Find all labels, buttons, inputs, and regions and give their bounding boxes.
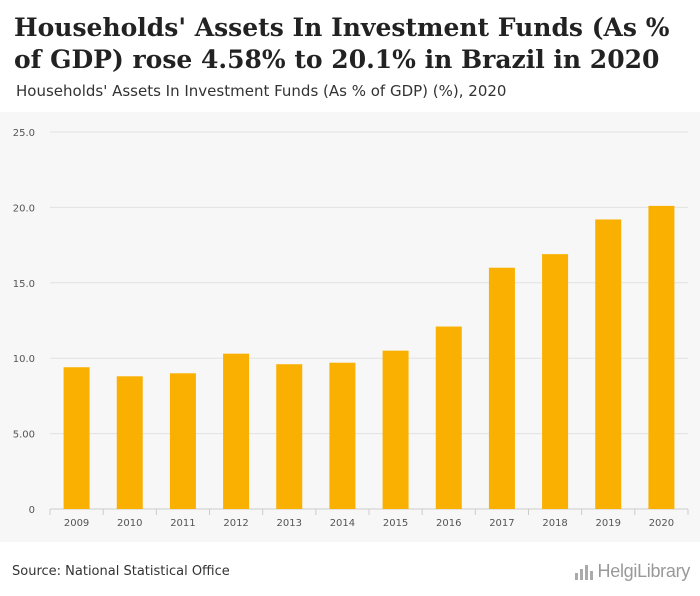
y-tick-label: 0: [29, 505, 35, 516]
x-tick-label: 2011: [170, 518, 195, 529]
x-tick-label: 2009: [64, 518, 89, 529]
y-tick-label: 10.0: [13, 354, 35, 365]
x-tick-label: 2010: [117, 518, 142, 529]
plot-area: 0 5.00 10.0 15.0 20.0 25.0 2009 2010 2011 2012 201…: [0, 112, 700, 542]
bar-2010: [116, 376, 143, 509]
x-tick-label: 2016: [436, 518, 461, 529]
chart-subtitle: Households' Assets In Investment Funds (…: [16, 82, 507, 100]
bar-2015: [382, 350, 409, 509]
bar-2011: [169, 373, 196, 509]
bar-2016: [435, 326, 462, 509]
x-tick-label: 2017: [489, 518, 514, 529]
source-note: Source: National Statistical Office: [12, 564, 230, 579]
helgi-library-logo[interactable]: HelgiLibrary: [574, 561, 691, 582]
x-tick-label: 2020: [649, 518, 674, 529]
bar-2012: [223, 353, 250, 509]
x-tick-label: 2014: [330, 518, 355, 529]
bar-2009: [63, 367, 90, 509]
x-tick-label: 2019: [596, 518, 621, 529]
y-tick-label: 15.0: [13, 279, 35, 290]
bar-2018: [542, 254, 569, 509]
x-tick-label: 2013: [277, 518, 302, 529]
logo-bars-icon: [574, 564, 593, 580]
chart-title: Households' Assets In Investment Funds (…: [14, 13, 670, 74]
y-tick-label: 25.0: [13, 128, 35, 139]
x-tick-label: 2012: [223, 518, 248, 529]
bar-2020: [648, 205, 675, 509]
y-tick-label: 20.0: [13, 203, 35, 214]
bar-2019: [595, 219, 622, 509]
bar-2014: [329, 362, 356, 509]
logo-text: HelgiLibrary: [597, 561, 691, 581]
x-tick-label: 2015: [383, 518, 408, 529]
y-tick-label: 5.00: [13, 430, 35, 441]
bar-chart: 0 5.00 10.0 15.0 20.0 25.0 2009 2010 2011 2012 201…: [13, 128, 689, 529]
x-tick-label: 2018: [542, 518, 567, 529]
bar-2013: [276, 364, 303, 509]
bar-2017: [488, 267, 515, 509]
